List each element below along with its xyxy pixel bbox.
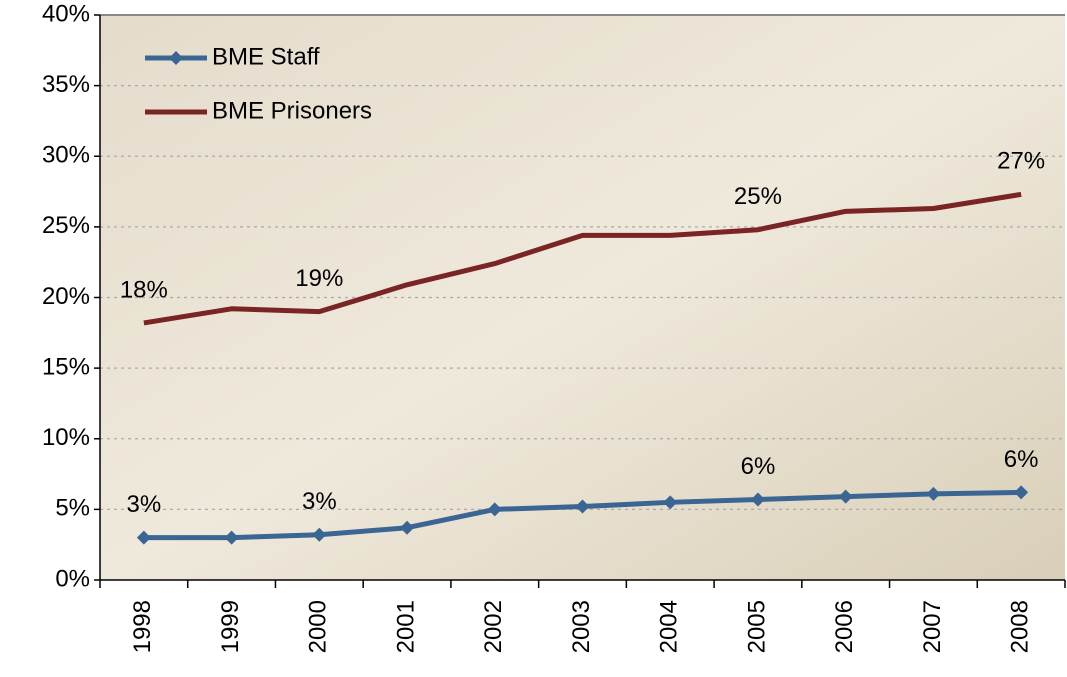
point-marker	[224, 530, 239, 545]
point-marker	[312, 527, 327, 542]
y-tick-label: 40%	[42, 0, 90, 27]
data-label: 19%	[295, 265, 343, 292]
y-tick-label: 15%	[42, 353, 90, 380]
x-tick-label: 2008	[1006, 600, 1033, 653]
x-tick-label: 1998	[129, 600, 156, 653]
x-tick-label: 2007	[919, 600, 946, 653]
legend-label: BME Staff	[212, 43, 320, 70]
x-tick-label: 2000	[305, 600, 332, 653]
point-marker	[400, 520, 415, 535]
y-tick-label: 25%	[42, 212, 90, 239]
point-marker	[926, 486, 941, 501]
y-tick-label: 20%	[42, 283, 90, 310]
legend-marker	[169, 51, 183, 65]
x-tick-label: 1999	[217, 600, 244, 653]
point-marker	[136, 530, 151, 545]
point-marker	[663, 495, 678, 510]
data-label: 25%	[734, 183, 782, 210]
x-tick-label: 2002	[480, 600, 507, 653]
y-tick-label: 35%	[42, 71, 90, 98]
plot-background	[100, 15, 1065, 580]
x-tick-label: 2003	[568, 600, 595, 653]
point-marker	[750, 492, 765, 507]
y-tick-label: 0%	[55, 565, 90, 592]
x-tick-label: 2006	[831, 600, 858, 653]
data-label: 27%	[997, 148, 1045, 175]
point-marker	[838, 489, 853, 504]
y-tick-label: 30%	[42, 142, 90, 169]
legend-label: BME Prisoners	[212, 97, 372, 124]
y-tick-label: 5%	[55, 495, 90, 522]
data-label: 3%	[302, 488, 337, 515]
y-tick-label: 10%	[42, 424, 90, 451]
x-tick-label: 2001	[392, 600, 419, 653]
x-tick-label: 2004	[656, 600, 683, 653]
data-label: 6%	[1004, 446, 1039, 473]
point-marker	[487, 502, 502, 517]
x-tick-label: 2005	[743, 600, 770, 653]
data-label: 18%	[120, 276, 168, 303]
series-line	[143, 191, 1022, 326]
point-marker	[575, 499, 590, 514]
data-label: 3%	[127, 491, 162, 518]
data-label: 6%	[741, 453, 776, 480]
point-marker	[1014, 485, 1029, 500]
